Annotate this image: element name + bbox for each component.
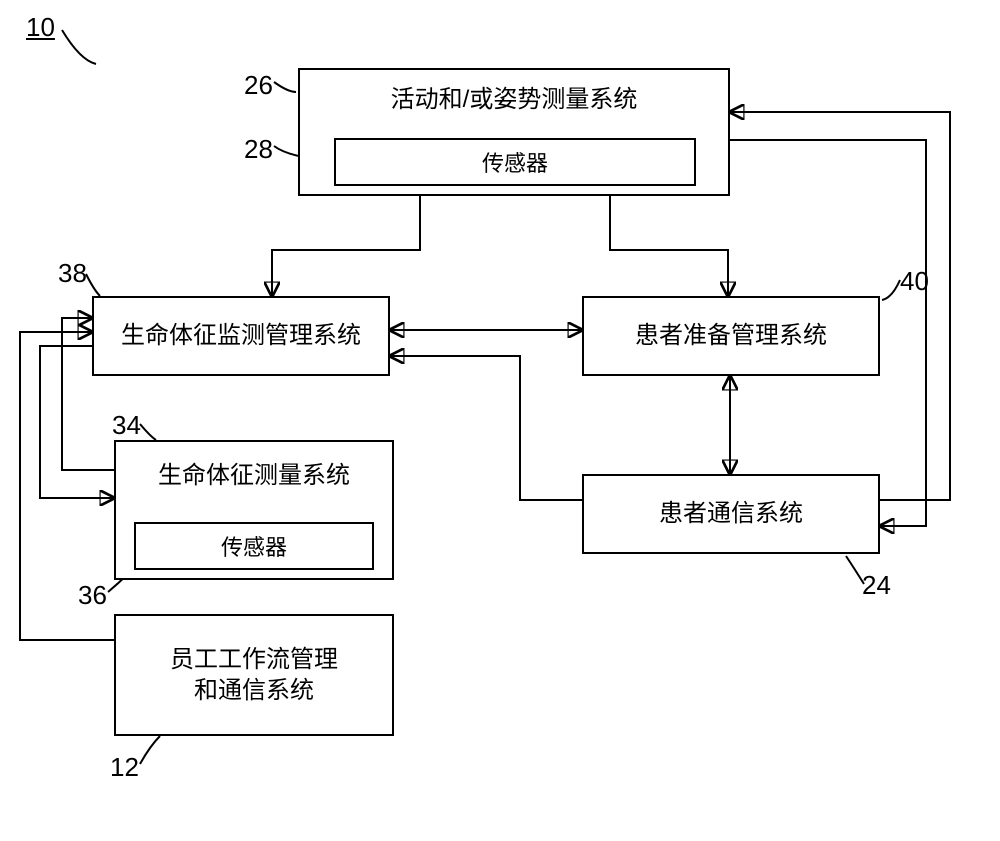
ref-label-24: 12 [110, 752, 139, 783]
node-sensor-28: 传感器 [334, 138, 696, 186]
node-vital-sign-measurement-label: 生命体征测量系统 [158, 460, 350, 491]
node-patient-prep-mgmt: 患者准备管理系统 [582, 296, 880, 376]
node-vital-sign-monitoring-mgmt: 生命体征监测管理系统 [92, 296, 390, 376]
node-patient-prep-mgmt-label: 患者准备管理系统 [635, 320, 827, 351]
node-activity-posture-system-label: 活动和/或姿势测量系统 [391, 84, 638, 115]
ref-label-26: 26 [244, 70, 273, 101]
node-staff-workflow-comm-label: 员工工作流管理 和通信系统 [170, 644, 338, 706]
figure-number-label: 10 [26, 12, 55, 43]
node-sensor-36-label: 传感器 [221, 530, 287, 562]
node-patient-comm-system: 患者通信系统 [582, 474, 880, 554]
ref-label-36: 36 [78, 580, 107, 611]
ref-label-40: 40 [900, 266, 929, 297]
ref-label-38: 38 [58, 258, 87, 289]
ref-label-28: 28 [244, 134, 273, 165]
ref-label-12: 24 [862, 570, 891, 601]
node-staff-workflow-comm: 员工工作流管理 和通信系统 [114, 614, 394, 736]
ref-label-34: 34 [112, 410, 141, 441]
node-patient-comm-system-label: 患者通信系统 [659, 498, 803, 529]
node-sensor-36: 传感器 [134, 522, 374, 570]
node-sensor-28-label: 传感器 [482, 146, 548, 178]
node-vital-sign-monitoring-mgmt-label: 生命体征监测管理系统 [121, 320, 361, 351]
